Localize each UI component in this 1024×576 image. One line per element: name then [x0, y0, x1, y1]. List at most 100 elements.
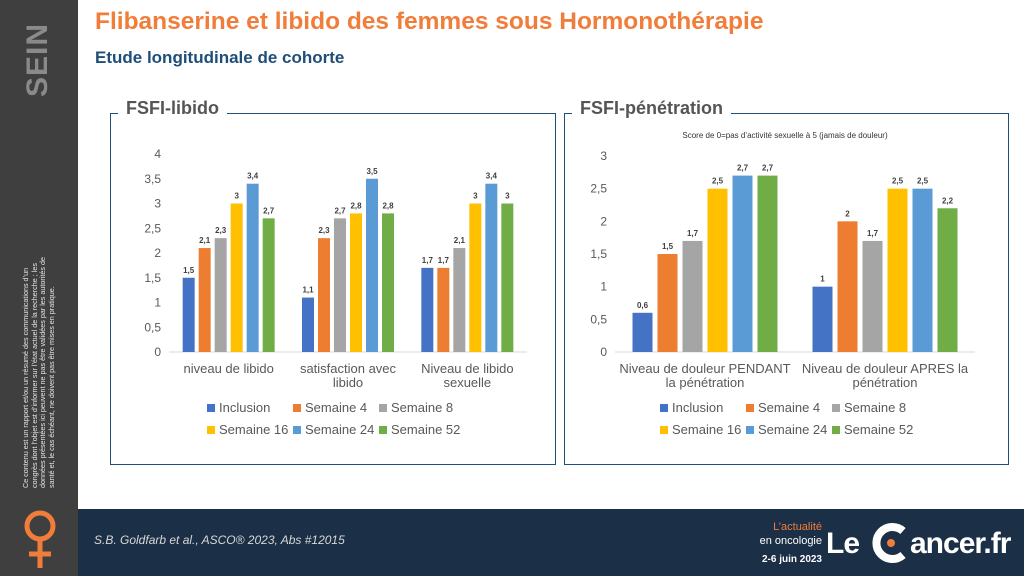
bar-semaine-4	[437, 267, 450, 352]
x-category-label: Niveau de douleur APRES la	[802, 361, 969, 376]
x-category-label: satisfaction avec	[300, 361, 397, 376]
logo-text: ancer.fr	[910, 527, 1011, 560]
bar-semaine-52	[757, 175, 778, 352]
legend-label: Semaine 24	[305, 422, 374, 437]
y-tick-label: 2,5	[144, 221, 161, 235]
legend-swatch	[746, 426, 754, 434]
data-label: 1,7	[867, 229, 879, 238]
y-tick-label: 2	[600, 214, 607, 228]
bar-semaine-24	[485, 183, 498, 352]
bar-semaine-52	[262, 218, 275, 352]
legend-label: Semaine 4	[305, 400, 367, 415]
bar-inclusion	[182, 277, 195, 352]
legend-swatch	[746, 404, 754, 412]
legend-label: Semaine 52	[391, 422, 460, 437]
lecancer-logo[interactable]: Le ancer.fr	[826, 519, 1016, 569]
bar-semaine-24	[246, 183, 259, 352]
data-label: 1	[820, 275, 825, 284]
bar-semaine-8	[214, 238, 227, 352]
bar-semaine-4	[198, 248, 211, 352]
bar-semaine-4	[837, 221, 858, 352]
page-subtitle: Etude longitudinale de cohorte	[95, 48, 345, 67]
bar-inclusion	[632, 312, 653, 352]
bar-semaine-24	[366, 178, 378, 352]
x-category-label: Niveau de libido	[421, 361, 514, 376]
legend-label: Semaine 8	[391, 400, 453, 415]
data-label: 3,5	[366, 167, 378, 176]
data-label: 2,5	[917, 177, 929, 186]
citation: S.B. Goldfarb et al., ASCO® 2023, Abs #1…	[94, 533, 345, 547]
legend-swatch	[207, 404, 215, 412]
y-tick-label: 1,5	[590, 247, 607, 261]
x-category-label: la pénétration	[666, 375, 745, 390]
data-label: 2,7	[762, 164, 774, 173]
data-label: 1,7	[422, 256, 434, 265]
legend-swatch	[293, 404, 301, 412]
disclaimer: Ce contenu est un rapport et/ou un résum…	[20, 257, 56, 488]
data-label: 1,7	[687, 229, 699, 238]
y-tick-label: 0	[600, 345, 607, 359]
x-category-label: pénétration	[852, 375, 917, 390]
legend-label: Semaine 24	[758, 422, 827, 437]
bar-semaine-8	[453, 248, 466, 352]
bar-inclusion	[812, 286, 833, 352]
data-label: 2,3	[215, 226, 227, 235]
data-label: 2,5	[892, 177, 904, 186]
data-label: 2,1	[454, 236, 466, 245]
chart-title-libido: FSFI-libido	[118, 98, 227, 119]
bar-semaine-16	[469, 203, 482, 352]
data-label: 3,4	[247, 172, 259, 181]
legend-label: Inclusion	[672, 400, 723, 415]
logo-c-icon	[872, 523, 906, 563]
bar-semaine-8	[862, 240, 883, 352]
y-tick-label: 0,5	[144, 320, 161, 334]
sidebar: SEIN Ce contenu est un rapport et/ou un …	[0, 0, 78, 576]
legend-label: Semaine 16	[672, 422, 741, 437]
footer: S.B. Goldfarb et al., ASCO® 2023, Abs #1…	[78, 509, 1024, 576]
x-category-label: libido	[333, 375, 363, 390]
bar-semaine-8	[682, 240, 703, 352]
legend-swatch	[832, 426, 840, 434]
bar-semaine-16	[350, 213, 362, 352]
bar-semaine-52	[382, 213, 394, 352]
legend-swatch	[379, 426, 387, 434]
section-label-text: SEIN	[21, 22, 54, 98]
data-label: 2	[845, 209, 850, 218]
chart-penetration: Score de 0=pas d’activité sexuelle à 5 (…	[590, 131, 975, 437]
y-tick-label: 2,5	[590, 182, 607, 196]
data-label: 3	[234, 192, 239, 201]
data-label: 1,7	[438, 256, 450, 265]
logo-le: Le	[826, 527, 860, 560]
y-tick-label: 2	[154, 246, 161, 260]
y-tick-label: 4	[154, 147, 161, 161]
legend-swatch	[660, 404, 668, 412]
bar-inclusion	[302, 297, 314, 352]
data-label: 2,1	[199, 236, 211, 245]
chart-panel-penetration	[564, 113, 1009, 465]
legend-swatch	[832, 404, 840, 412]
section-label: SEIN	[18, 20, 58, 100]
data-label: 2,2	[942, 196, 954, 205]
data-label: 2,7	[334, 206, 346, 215]
bar-semaine-52	[501, 203, 514, 352]
data-label: 1,5	[662, 242, 674, 251]
legend-label: Semaine 8	[844, 400, 906, 415]
bar-semaine-4	[318, 238, 330, 352]
legend-label: Semaine 16	[219, 422, 288, 437]
data-label: 3,4	[486, 172, 498, 181]
y-tick-label: 1	[154, 296, 161, 310]
event-dates: 2-6 juin 2023	[761, 554, 822, 565]
data-label: 2,7	[737, 164, 749, 173]
x-category-label: niveau de libido	[183, 361, 273, 376]
data-label: 2,7	[263, 206, 275, 215]
tagline-oncologie: en oncologie	[759, 535, 822, 547]
legend-swatch	[207, 426, 215, 434]
data-label: 1,5	[183, 266, 195, 275]
y-tick-label: 0,5	[590, 312, 607, 326]
legend-label: Semaine 52	[844, 422, 913, 437]
bar-semaine-16	[707, 188, 728, 352]
page-title: Flibanserine et libido des femmes sous H…	[95, 8, 764, 35]
y-tick-label: 1,5	[144, 271, 161, 285]
legend-swatch	[379, 404, 387, 412]
x-category-label: Niveau de douleur PENDANT	[619, 361, 790, 376]
